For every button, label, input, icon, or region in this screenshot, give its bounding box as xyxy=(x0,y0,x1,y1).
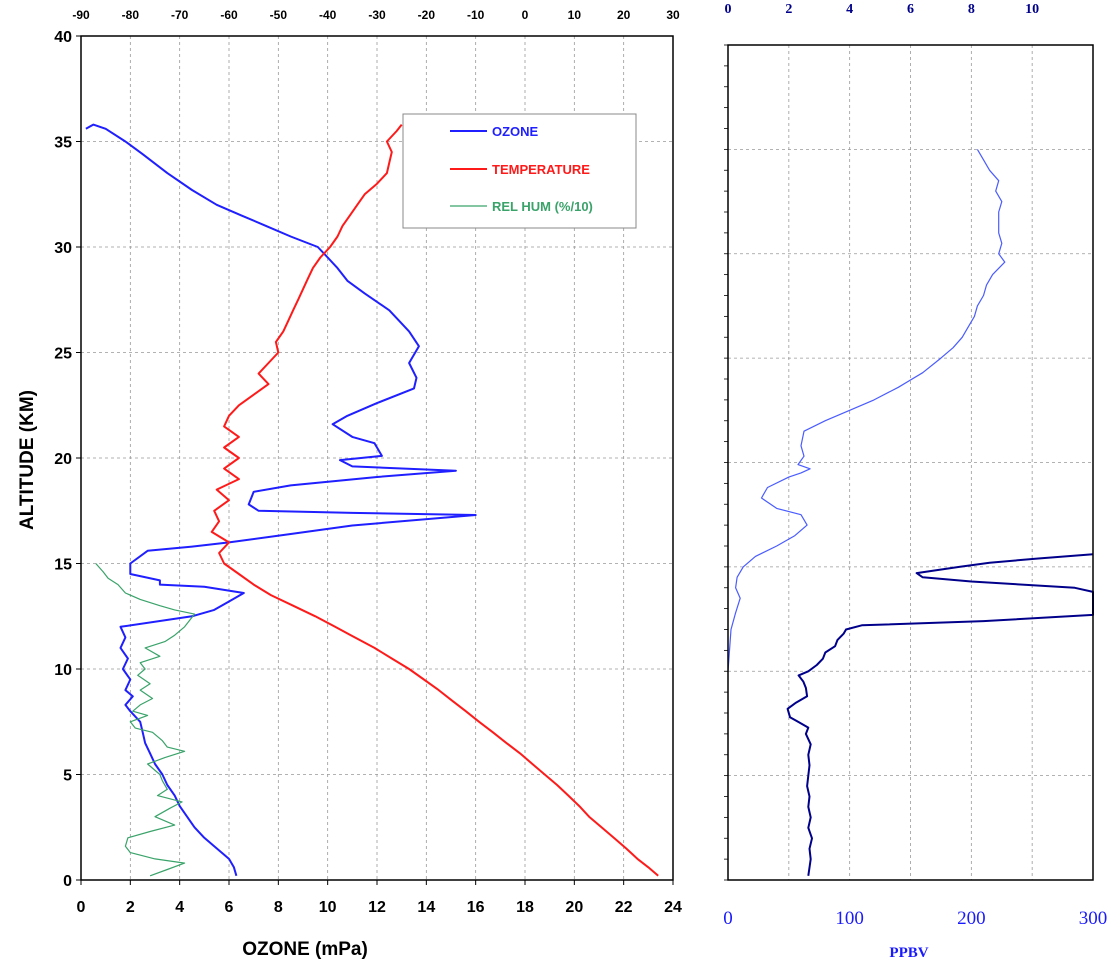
right-gridlines xyxy=(728,45,1093,880)
left-y-tick-label: 0 xyxy=(63,873,72,890)
legend: OZONE TEMPERATURE REL HUM (%/10) xyxy=(402,113,637,229)
legend-label-ozone: OZONE xyxy=(492,124,539,139)
rel-hum-line xyxy=(95,563,196,877)
left-top-tick-label: -30 xyxy=(368,8,386,22)
left-x-tick-label: 18 xyxy=(516,899,534,916)
temperature-line xyxy=(210,123,659,877)
left-x-tick-label: 22 xyxy=(615,899,633,916)
left-x-tick-label: 14 xyxy=(417,899,435,916)
left-top-tick-label: 0 xyxy=(522,8,529,22)
right-x-axis-title: PPBV xyxy=(889,945,928,961)
ppbv-lower-line xyxy=(786,553,1094,876)
right-top-tick-label: 6 xyxy=(907,2,914,17)
left-top-tick-label: 30 xyxy=(666,8,680,22)
left-x-tick-label: 20 xyxy=(565,899,583,916)
left-x-tick-label: 6 xyxy=(225,899,234,916)
right-top-tick-label: 10 xyxy=(1025,2,1039,17)
ppbv-upper-line xyxy=(727,149,1006,672)
legend-label-temperature: TEMPERATURE xyxy=(492,162,590,177)
left-top-tick-label: 10 xyxy=(568,8,582,22)
left-gridlines xyxy=(81,36,673,880)
left-y-tick-label: 15 xyxy=(54,557,72,574)
left-top-tick-label: -60 xyxy=(220,8,238,22)
ozone-line xyxy=(85,123,477,877)
left-top-tick-label: 20 xyxy=(617,8,631,22)
left-top-tick-label: -80 xyxy=(122,8,140,22)
left-y-tick-label: 20 xyxy=(54,451,72,468)
right-top-tick-label: 2 xyxy=(785,2,792,17)
left-y-tick-label: 10 xyxy=(54,662,72,679)
right-x-tick-label: 100 xyxy=(835,908,864,929)
legend-box xyxy=(402,113,637,229)
left-y-tick-label: 35 xyxy=(54,135,72,152)
right-tick-labels: 0 100 200 300 0 2 4 6 8 10 xyxy=(723,2,1107,929)
left-y-tick-label: 5 xyxy=(63,768,72,785)
left-top-tick-label: -40 xyxy=(319,8,337,22)
left-y-tick-label: 25 xyxy=(54,346,72,363)
left-x-axis-title: OZONE (mPa) xyxy=(242,939,368,960)
right-top-tick-label: 4 xyxy=(846,2,853,17)
legend-label-rel-hum: REL HUM (%/10) xyxy=(492,199,593,214)
left-x-tick-label: 16 xyxy=(467,899,485,916)
left-x-tick-label: 0 xyxy=(77,899,86,916)
left-series-lines xyxy=(85,123,659,877)
left-top-tick-label: -50 xyxy=(270,8,288,22)
left-x-tick-label: 4 xyxy=(175,899,184,916)
left-top-tick-label: -20 xyxy=(418,8,436,22)
right-x-tick-label: 200 xyxy=(957,908,986,929)
right-x-tick-label: 300 xyxy=(1079,908,1108,929)
left-x-tick-label: 12 xyxy=(368,899,386,916)
left-x-tick-label: 24 xyxy=(664,899,682,916)
left-y-tick-label: 40 xyxy=(54,29,72,46)
left-x-tick-label: 8 xyxy=(274,899,283,916)
left-x-tick-label: 10 xyxy=(319,899,337,916)
left-top-tick-label: -90 xyxy=(72,8,90,22)
left-y-tick-label: 30 xyxy=(54,240,72,257)
right-top-tick-label: 8 xyxy=(968,2,975,17)
left-top-tick-label: -10 xyxy=(467,8,485,22)
left-y-axis-title: ALTITUDE (KM) xyxy=(17,390,38,530)
right-series-lines xyxy=(727,149,1094,876)
right-x-tick-label: 0 xyxy=(723,908,733,929)
left-x-tick-label: 2 xyxy=(126,899,135,916)
right-top-tick-label: 0 xyxy=(725,2,732,17)
left-top-tick-label: -70 xyxy=(171,8,189,22)
right-panel: 0 100 200 300 0 2 4 6 8 10 PPBV xyxy=(723,2,1107,961)
